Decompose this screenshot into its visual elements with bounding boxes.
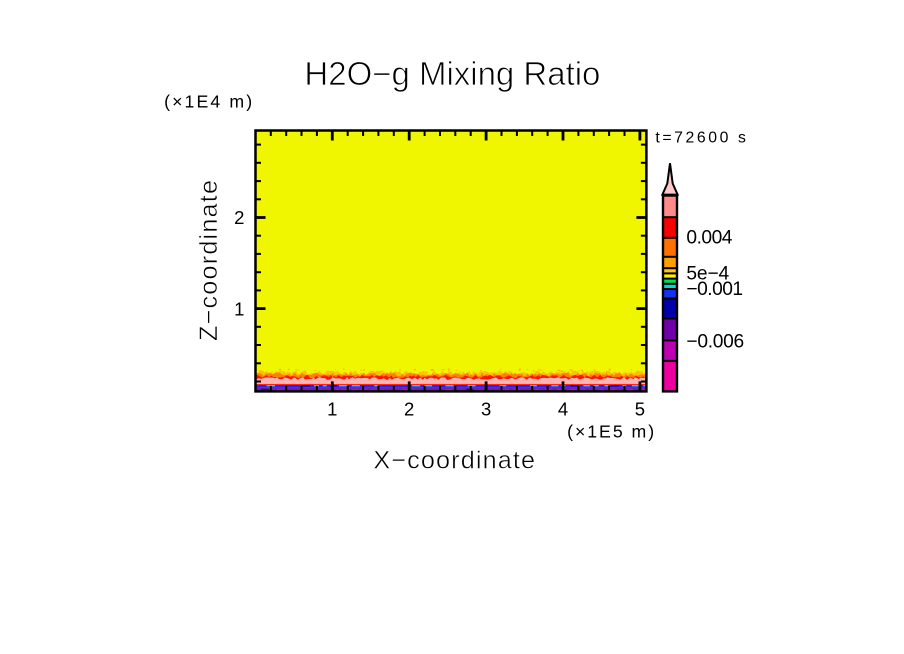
svg-text:(×1E4 m): (×1E4 m) — [164, 92, 252, 112]
svg-text:1: 1 — [327, 399, 337, 420]
svg-text:Z−coordinate: Z−coordinate — [195, 180, 223, 341]
svg-text:−0.006: −0.006 — [686, 331, 744, 352]
svg-text:1: 1 — [234, 298, 244, 319]
svg-text:2: 2 — [404, 399, 414, 420]
svg-text:3: 3 — [481, 399, 491, 420]
svg-text:(×1E5 m): (×1E5 m) — [567, 421, 654, 441]
svg-text:5e−4: 5e−4 — [686, 263, 729, 284]
svg-text:X−coordinate: X−coordinate — [373, 447, 535, 475]
svg-text:4: 4 — [558, 399, 568, 420]
svg-text:5: 5 — [635, 399, 645, 420]
svg-text:t=72600 s: t=72600 s — [655, 130, 746, 147]
svg-text:H2O−g Mixing Ratio: H2O−g Mixing Ratio — [304, 55, 600, 92]
svg-text:2: 2 — [234, 207, 244, 228]
svg-text:0.004: 0.004 — [686, 227, 732, 248]
svg-text:−0.001: −0.001 — [686, 279, 743, 300]
